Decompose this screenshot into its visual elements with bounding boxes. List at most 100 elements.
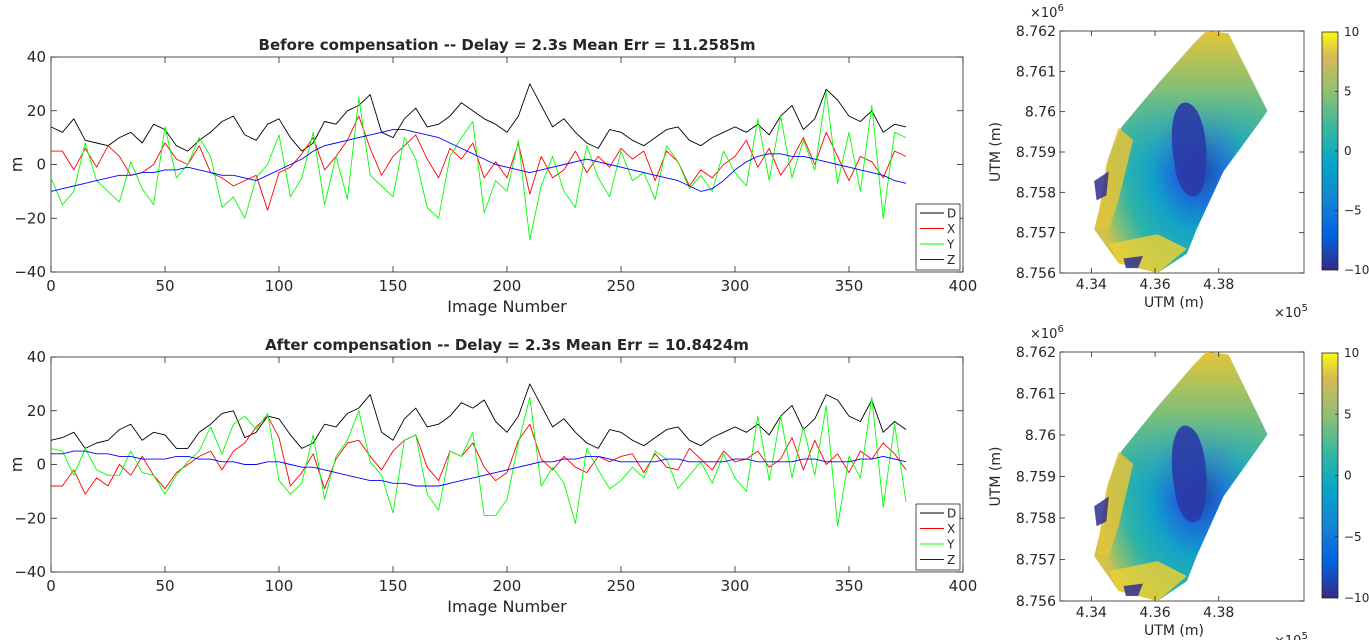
y-tick-label: 8.759	[1016, 145, 1056, 161]
y-tick-label: −20	[14, 509, 46, 527]
terrain-outlier	[1123, 583, 1143, 597]
line-chart-1: 0 50 100 150 200 250 300 350 400 −40 −20 0 20 40 Befor…	[7, 36, 977, 316]
y-tick-label: 8.758	[1016, 185, 1056, 201]
x-tick-label: 4.36	[1139, 605, 1170, 621]
colorbar-tick-label: −5	[1344, 530, 1362, 544]
x-axis-label: UTM (m)	[1144, 295, 1204, 311]
series-line-y	[50, 91, 907, 241]
y-tick-label: 8.759	[1016, 470, 1056, 486]
series-line-x	[51, 415, 907, 495]
terrain-outlier	[1094, 171, 1109, 201]
colorbar-tick-label: 0	[1344, 469, 1352, 483]
y-tick-label: 8.762	[1016, 24, 1056, 40]
series-line-d	[50, 83, 907, 152]
legend-label: X	[947, 222, 955, 236]
x-tick-label: 350	[835, 277, 864, 295]
y-tick-label: 0	[36, 456, 46, 474]
x-tick-label: 4.36	[1139, 277, 1170, 293]
legend-label: Y	[946, 238, 955, 252]
x-exponent-label: ×105	[1274, 303, 1308, 321]
x-tick-label: 100	[265, 277, 294, 295]
legend-label: Z	[947, 553, 955, 567]
y-exponent-base: ×10	[1030, 327, 1057, 342]
y-tick-label: 8.762	[1016, 345, 1056, 361]
x-tick-label: 4.34	[1076, 277, 1107, 293]
series-line-d	[50, 383, 907, 449]
x-exponent-power: 5	[1301, 303, 1307, 314]
y-axis-label: m	[7, 157, 26, 173]
y-tick-label: 20	[27, 402, 46, 420]
y-tick-label: 8.758	[1016, 511, 1056, 527]
y-exponent-label: ×106	[1030, 324, 1064, 342]
colorbar-tick-label: −5	[1344, 204, 1362, 218]
terrain-edge-left	[1096, 451, 1134, 557]
crater-region	[1171, 425, 1207, 523]
series-line-y	[50, 396, 907, 527]
y-tick-label: 20	[27, 102, 46, 120]
y-tick-label: −20	[14, 209, 46, 227]
y-axis-label: UTM (m)	[988, 122, 1004, 182]
x-exponent-base: ×10	[1274, 634, 1301, 640]
y-exponent-base: ×10	[1030, 6, 1057, 21]
series-line-z	[51, 450, 907, 487]
terrain-outlier	[1094, 496, 1109, 527]
legend-label: X	[947, 522, 955, 536]
x-tick-label: 400	[949, 577, 978, 595]
plot-area	[50, 356, 964, 573]
terrain-outlier	[1123, 256, 1143, 269]
colorbar-tick-label: 5	[1344, 85, 1352, 99]
x-tick-label: 250	[607, 277, 636, 295]
x-axis-label: Image Number	[447, 597, 567, 616]
y-exponent-power: 6	[1057, 324, 1063, 335]
y-tick-label: 8.76	[1025, 105, 1056, 121]
colorbar-tick-label: −10	[1344, 263, 1369, 277]
x-tick-label: 50	[155, 277, 174, 295]
legend-label: D	[947, 207, 956, 221]
map-chart-1: 4.34 4.36 4.38 8.762 8.761 8.76 8.759 8.758 8.75…	[988, 3, 1369, 321]
y-tick-label: 8.761	[1016, 387, 1056, 403]
x-axis-label: Image Number	[447, 297, 567, 316]
y-axis-label: UTM (m)	[988, 447, 1004, 507]
y-tick-label: 8.757	[1016, 553, 1056, 569]
y-tick-label: 40	[27, 48, 46, 66]
x-tick-label: 400	[949, 277, 978, 295]
y-exponent-power: 6	[1057, 3, 1063, 14]
colorbar-tick-label: 10	[1344, 25, 1359, 39]
x-tick-label: 350	[835, 577, 864, 595]
x-tick-label: 4.34	[1076, 605, 1107, 621]
colorbar-tick-label: −10	[1344, 591, 1369, 605]
map-chart-2: 4.34 4.36 4.38 8.762 8.761 8.76 8.759 8.758 8.75…	[988, 324, 1369, 640]
chart-title: After compensation -- Delay = 2.3s Mean …	[265, 336, 749, 354]
x-tick-label: 0	[46, 577, 56, 595]
x-exponent-base: ×10	[1274, 306, 1301, 321]
x-tick-label: 150	[379, 577, 408, 595]
y-tick-label: 8.761	[1016, 64, 1056, 80]
chart-title: Before compensation -- Delay = 2.3s Mean…	[259, 36, 756, 54]
x-tick-label: 4.38	[1203, 605, 1234, 621]
x-tick-label: 100	[265, 577, 294, 595]
x-tick-label: 300	[721, 577, 750, 595]
colorbar-tick-label: 0	[1344, 144, 1352, 158]
y-tick-label: −40	[14, 263, 46, 281]
x-exponent-label: ×105	[1274, 631, 1308, 640]
x-axis-label: UTM (m)	[1144, 623, 1204, 639]
y-tick-label: 0	[36, 156, 46, 174]
series-line-x	[51, 115, 907, 211]
crater-region	[1171, 102, 1207, 197]
x-tick-label: 150	[379, 277, 408, 295]
line-chart-2: 0 50 100 150 200 250 300 350 400 −40 −20 0 20 40 After…	[7, 336, 977, 616]
x-tick-label: 4.38	[1203, 277, 1234, 293]
legend-label: D	[947, 507, 956, 521]
y-tick-label: 40	[27, 348, 46, 366]
colorbar-tick-label: 5	[1344, 407, 1352, 421]
x-tick-label: 250	[607, 577, 636, 595]
y-tick-label: 8.756	[1016, 594, 1056, 610]
colorbar-tick-label: 10	[1344, 346, 1359, 360]
x-tick-label: 200	[493, 277, 522, 295]
plot-area	[50, 56, 964, 273]
y-exponent-label: ×106	[1030, 3, 1064, 21]
y-tick-label: 8.756	[1016, 266, 1056, 282]
